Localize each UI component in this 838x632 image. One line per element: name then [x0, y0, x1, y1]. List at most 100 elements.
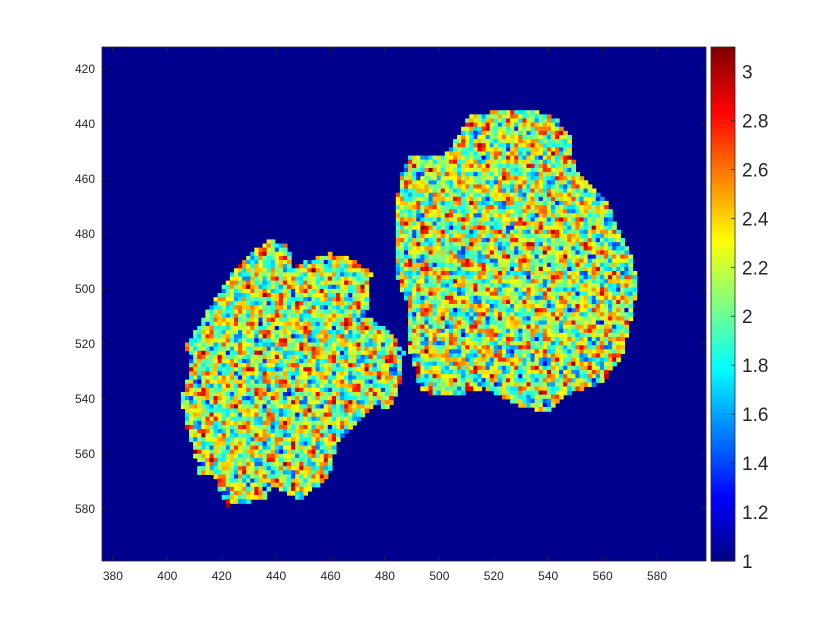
heatmap-cell — [229, 437, 235, 443]
heatmap-cell — [550, 299, 556, 305]
heatmap-cell — [412, 209, 417, 214]
heatmap-cell — [599, 246, 605, 251]
heatmap-cell — [352, 408, 357, 414]
heatmap-cell — [315, 466, 321, 471]
heatmap-cell — [266, 433, 272, 438]
heatmap-cell — [266, 486, 272, 492]
heatmap-cell — [608, 295, 613, 301]
heatmap-cell — [229, 420, 235, 426]
heatmap-cell — [270, 354, 276, 360]
heatmap-cell — [278, 268, 284, 273]
heatmap-cell — [270, 268, 276, 273]
heatmap-cell — [307, 325, 313, 331]
heatmap-cell — [461, 304, 466, 309]
heatmap-cell — [258, 342, 264, 348]
heatmap-cell — [319, 379, 325, 385]
heatmap-cell — [587, 242, 593, 247]
heatmap-cell — [444, 221, 450, 227]
heatmap-cell — [242, 268, 247, 273]
heatmap-cell — [311, 371, 317, 377]
heatmap-cell — [461, 163, 466, 169]
heatmap-cell — [197, 445, 202, 451]
heatmap-cell — [250, 309, 255, 315]
heatmap-cell — [473, 328, 479, 334]
heatmap-cell — [501, 287, 507, 293]
heatmap-cell — [209, 400, 215, 405]
heatmap-cell — [518, 176, 523, 181]
heatmap-cell — [559, 233, 564, 239]
heatmap-cell — [380, 325, 386, 331]
heatmap-cell — [246, 441, 251, 447]
heatmap-cell — [287, 268, 292, 273]
heatmap-cell — [352, 288, 357, 294]
heatmap-cell — [258, 325, 264, 331]
heatmap-cell — [583, 295, 589, 301]
heatmap-cell — [575, 209, 581, 214]
heatmap-cell — [432, 250, 438, 256]
heatmap-cell — [360, 346, 366, 352]
heatmap-cell — [258, 391, 264, 397]
heatmap-cell — [335, 437, 341, 443]
heatmap-cell — [477, 229, 483, 235]
heatmap-cell — [550, 130, 556, 136]
heatmap-cell — [262, 400, 268, 405]
heatmap-cell — [416, 320, 421, 326]
heatmap-cell — [360, 334, 366, 339]
heatmap-cell — [510, 167, 515, 173]
heatmap-cell — [266, 251, 272, 257]
heatmap-cell — [205, 391, 211, 397]
heatmap-cell — [323, 268, 329, 273]
heatmap-cell — [599, 275, 605, 280]
heatmap-cell — [501, 147, 507, 153]
heatmap-cell — [608, 246, 613, 251]
heatmap-cell — [299, 330, 304, 335]
heatmap-cell — [595, 196, 601, 202]
heatmap-cell — [189, 338, 194, 344]
heatmap-cell — [440, 316, 446, 322]
heatmap-cell — [497, 155, 503, 161]
heatmap-cell — [238, 412, 243, 418]
heatmap-cell — [469, 229, 474, 235]
heatmap-cell — [258, 416, 264, 422]
heatmap-cell — [225, 466, 231, 471]
heatmap-cell — [555, 151, 560, 157]
heatmap-cell — [510, 114, 515, 120]
heatmap-cell — [221, 288, 227, 294]
heatmap-cell — [542, 258, 548, 264]
heatmap-cell — [221, 330, 227, 335]
heatmap-cell — [315, 391, 321, 397]
heatmap-cell — [575, 295, 581, 301]
heatmap-cell — [287, 396, 292, 401]
heatmap-cell — [193, 429, 198, 434]
heatmap-cell — [444, 225, 450, 231]
heatmap-cell — [258, 486, 264, 492]
heatmap-cell — [530, 279, 536, 284]
heatmap-cell — [348, 293, 353, 298]
heatmap-cell — [416, 159, 421, 165]
heatmap-cell — [311, 330, 317, 335]
heatmap-cell — [542, 151, 548, 157]
heatmap-cell — [591, 266, 597, 272]
heatmap-cell — [550, 126, 556, 132]
heatmap-cell — [307, 383, 313, 389]
heatmap-cell — [193, 346, 198, 352]
heatmap-cell — [408, 279, 413, 284]
heatmap-cell — [233, 371, 239, 377]
heatmap-cell — [404, 213, 409, 219]
heatmap-cell — [221, 490, 227, 496]
heatmap-cell — [295, 301, 300, 306]
heatmap-cell — [372, 367, 378, 372]
heatmap-cell — [213, 309, 219, 315]
heatmap-cell — [372, 338, 378, 344]
heatmap-cell — [579, 320, 585, 326]
heatmap-cell — [197, 334, 202, 339]
heatmap-cell — [481, 246, 487, 251]
heatmap-cell — [307, 354, 313, 360]
heatmap-cell — [229, 309, 235, 315]
heatmap-cell — [452, 246, 458, 251]
heatmap-cell — [571, 295, 576, 301]
heatmap-cell — [274, 462, 280, 467]
heatmap-cell — [416, 205, 421, 210]
heatmap-cell — [250, 457, 255, 463]
heatmap-cell — [319, 350, 325, 356]
